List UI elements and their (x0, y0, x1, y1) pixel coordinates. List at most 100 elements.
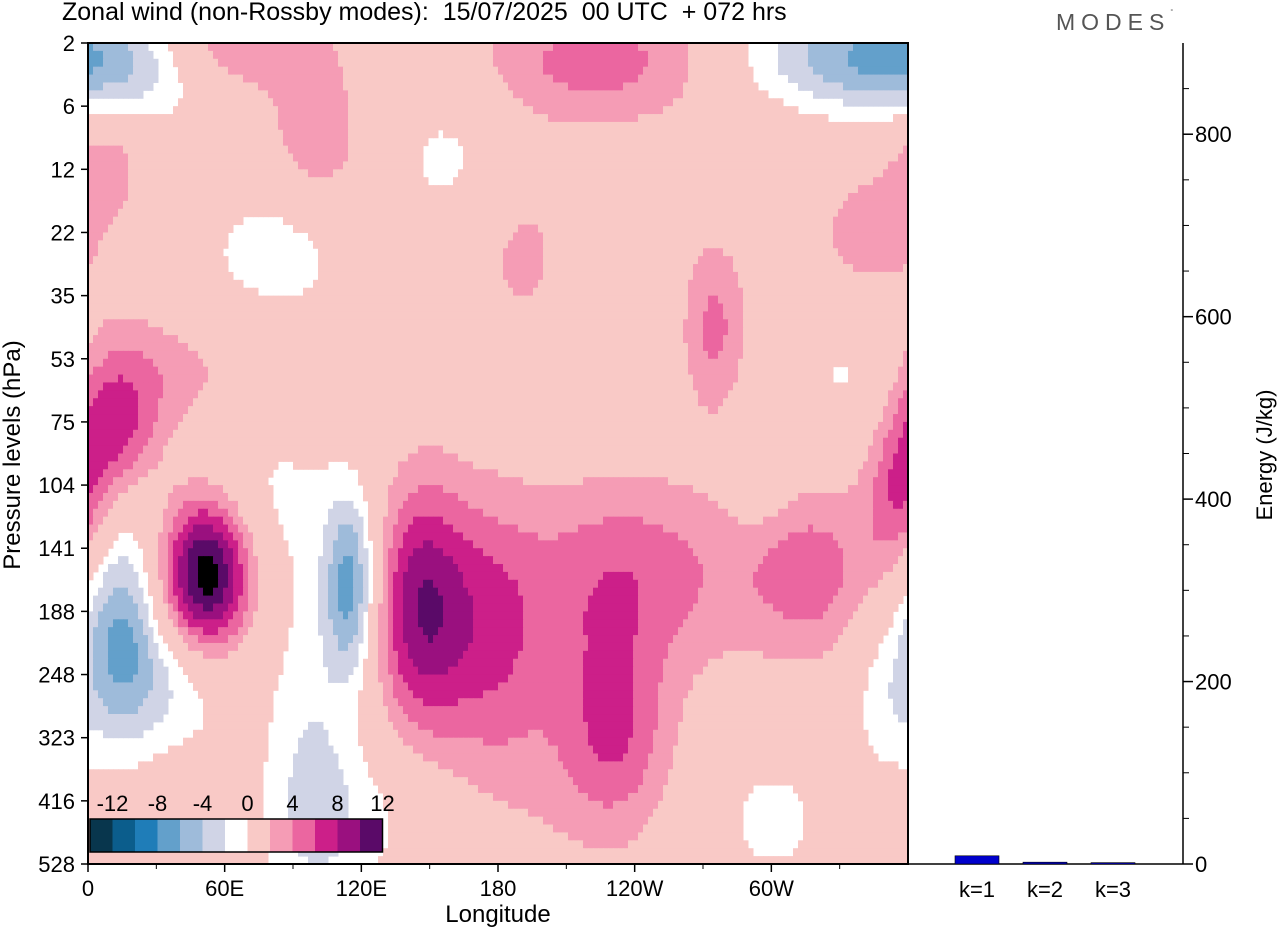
heatmap-cell (183, 58, 189, 68)
heatmap-cell (488, 271, 494, 281)
heatmap-cell (238, 185, 244, 194)
heatmap-cell (498, 279, 504, 289)
heatmap-cell (708, 224, 714, 233)
heatmap-cell (428, 43, 434, 52)
heatmap-cell (198, 264, 204, 273)
heatmap-cell (198, 232, 204, 241)
heatmap-cell (433, 232, 439, 241)
heatmap-cell (428, 224, 434, 233)
heatmap-cell (348, 287, 354, 297)
heatmap-cell (453, 185, 459, 194)
heatmap-cell (653, 161, 659, 170)
heatmap-cell (778, 58, 784, 68)
heatmap-cell (398, 185, 404, 194)
heatmap-cell (453, 177, 459, 186)
heatmap-cell (423, 216, 429, 226)
heatmap-cell (318, 66, 324, 76)
heatmap-cell (858, 208, 864, 218)
heatmap-cell (283, 74, 289, 83)
heatmap-cell (438, 256, 444, 265)
heatmap-cell (728, 208, 734, 218)
heatmap-cell (518, 256, 524, 265)
heatmap-cell (328, 153, 334, 162)
heatmap-cell (348, 271, 354, 281)
heatmap-cell (688, 153, 694, 162)
heatmap-cell (248, 200, 254, 210)
heatmap-cell (813, 287, 819, 297)
heatmap-cell (533, 224, 539, 233)
heatmap-cell (593, 240, 599, 249)
heatmap-cell (488, 66, 494, 76)
logo-mark: ° (1170, 9, 1174, 16)
heatmap-cell (583, 98, 589, 107)
heatmap-cell (373, 43, 379, 52)
heatmap-cell (283, 106, 289, 115)
heatmap-cell (573, 82, 579, 91)
heatmap-cell (743, 240, 749, 249)
heatmap-cell (728, 224, 734, 233)
heatmap-cell (708, 90, 714, 99)
heatmap-cell (823, 200, 829, 210)
heatmap-cell (268, 192, 274, 202)
heatmap-cell (748, 185, 754, 194)
heatmap-cell (593, 43, 599, 52)
heatmap-cell (183, 82, 189, 91)
heatmap-cell (348, 208, 354, 218)
heatmap-cell (148, 287, 154, 297)
heatmap-cell (858, 145, 864, 155)
heatmap-cell (308, 200, 314, 210)
heatmap-cell (338, 224, 344, 233)
heatmap-cell (218, 271, 224, 281)
heatmap-cell (593, 192, 599, 202)
heatmap-cell (98, 177, 104, 186)
heatmap-cell (418, 248, 424, 257)
heatmap-cell (178, 185, 184, 194)
heatmap-cell (543, 295, 549, 305)
heatmap-cell (153, 240, 159, 249)
heatmap-cell (128, 82, 134, 91)
heatmap-cell (738, 279, 744, 289)
heatmap-cell (628, 240, 634, 249)
heatmap-cell (168, 287, 174, 297)
heatmap-cell (148, 177, 154, 186)
heatmap-cell (368, 232, 374, 241)
heatmap-cell (518, 82, 524, 91)
heatmap-cell (388, 66, 394, 76)
heatmap-cell (173, 224, 179, 233)
heatmap-cell (308, 169, 314, 178)
heatmap-cell (173, 161, 179, 170)
heatmap-cell (718, 145, 724, 155)
heatmap-cell (733, 137, 739, 147)
heatmap-cell (313, 90, 319, 99)
heatmap-cell (458, 232, 464, 241)
heatmap-cell (108, 279, 114, 289)
heatmap-cell (698, 98, 704, 107)
heatmap-cell (493, 129, 499, 139)
heatmap-cell (403, 74, 409, 83)
heatmap-cell (803, 256, 809, 265)
heatmap-cell (143, 58, 149, 68)
heatmap-cell (553, 240, 559, 249)
heatmap-cell (268, 145, 274, 155)
heatmap-cell (868, 98, 874, 107)
heatmap-cell (398, 279, 404, 289)
heatmap-cell (573, 43, 579, 52)
heatmap-cell (133, 169, 139, 178)
heatmap-cell (173, 129, 179, 139)
heatmap-cell (573, 208, 579, 218)
heatmap-cell (628, 50, 634, 60)
heatmap-cell (598, 43, 604, 52)
heatmap-cell (153, 121, 159, 131)
heatmap-cell (293, 137, 299, 147)
heatmap-cell (338, 137, 344, 147)
heatmap-cell (788, 58, 794, 68)
heatmap-cell (203, 279, 209, 289)
heatmap-cell (523, 232, 529, 241)
heatmap-cell (668, 192, 674, 202)
heatmap-cell (528, 200, 534, 210)
heatmap-cell (93, 153, 99, 162)
heatmap-cell (478, 208, 484, 218)
heatmap-cell (173, 295, 179, 305)
heatmap-cell (413, 82, 419, 91)
heatmap-cell (348, 177, 354, 186)
